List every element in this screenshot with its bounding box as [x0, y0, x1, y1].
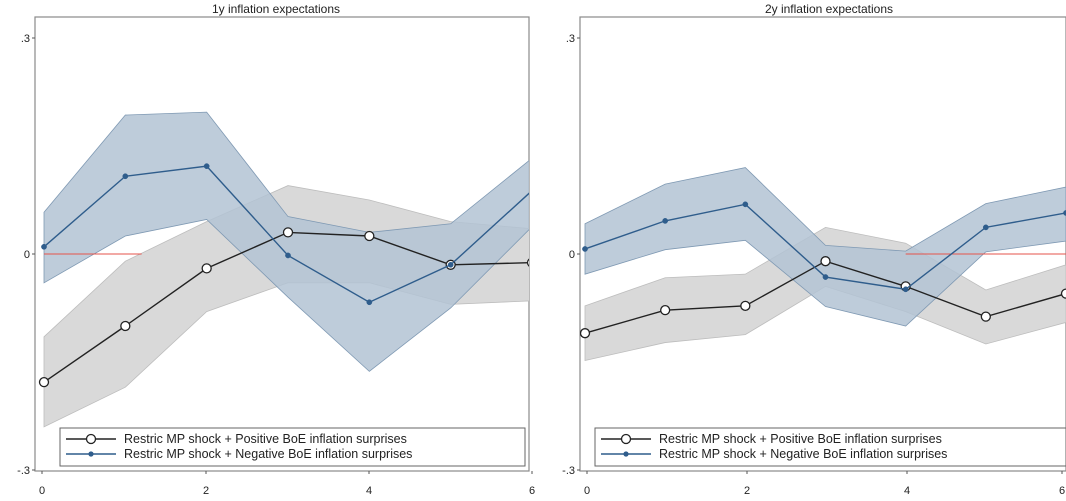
x-tick-label: 2	[744, 485, 750, 497]
plot-area	[38, 111, 534, 428]
x-tick-label: 4	[904, 485, 910, 497]
data-point-negative	[447, 261, 454, 268]
y-tick-label: -.3	[17, 465, 30, 477]
data-point-positive	[980, 311, 991, 322]
data-point-positive	[38, 377, 50, 388]
legend-marker-negative	[88, 451, 94, 457]
legend-label: Restric MP shock + Positive BoE inflatio…	[124, 432, 407, 446]
y-tick-label: -.3	[562, 465, 575, 477]
legend-label: Restric MP shock + Negative BoE inflatio…	[124, 447, 412, 461]
data-point-positive	[580, 328, 591, 339]
plot-area	[580, 167, 1066, 362]
data-point-negative	[41, 243, 47, 250]
legend-label: Restric MP shock + Positive BoE inflatio…	[659, 432, 942, 446]
data-point-positive	[364, 230, 375, 242]
data-point-positive	[120, 320, 131, 332]
y-tick-label: 0	[569, 249, 575, 261]
data-point-positive	[740, 300, 751, 311]
data-point-positive	[526, 258, 529, 267]
legend-marker-negative	[623, 451, 629, 457]
data-point-negative	[982, 224, 989, 231]
x-tick-label: 4	[366, 485, 372, 497]
x-tick-label: 0	[39, 485, 45, 497]
x-tick-label: 6	[529, 485, 535, 497]
y-tick-label: .3	[566, 33, 575, 45]
legend-box	[594, 427, 1066, 467]
data-point-negative	[742, 201, 749, 208]
data-point-positive	[1060, 288, 1066, 299]
data-point-negative	[529, 188, 534, 193]
data-point-positive	[660, 305, 671, 316]
chart-panel-2: 2y inflation expectations .3 0 -.3 0 2 4 6 Restr…	[562, 2, 1066, 497]
data-point-negative	[822, 274, 829, 280]
legend-box	[59, 427, 526, 467]
legend-marker-positive	[85, 433, 97, 445]
data-point-negative	[902, 286, 909, 293]
legend-marker-positive	[620, 433, 632, 445]
data-point-negative	[662, 218, 669, 224]
data-point-negative	[582, 246, 588, 252]
legend: Restric MP shock + Positive BoE inflatio…	[594, 427, 1066, 467]
y-tick-label: .3	[21, 33, 30, 45]
data-point-negative	[285, 252, 291, 259]
confidence-band-negative	[43, 111, 529, 372]
x-tick-label: 0	[584, 485, 590, 497]
y-tick-label: 0	[24, 249, 30, 261]
data-point-negative	[1063, 210, 1066, 216]
chart-panel-1: 1y inflation expectations .3 0 -.3 0 2 4 6 Restr…	[17, 2, 535, 497]
data-point-negative	[366, 299, 373, 306]
data-point-positive	[820, 256, 831, 267]
data-point-positive	[282, 227, 294, 238]
confidence-band-negative	[584, 167, 1066, 327]
data-point-negative	[203, 163, 210, 170]
chart-title: 1y inflation expectations	[212, 2, 340, 16]
data-point-positive	[201, 263, 212, 274]
legend: Restric MP shock + Positive BoE inflatio…	[59, 427, 526, 467]
legend-label: Restric MP shock + Negative BoE inflatio…	[659, 447, 947, 461]
x-tick-label: 2	[203, 485, 209, 497]
x-tick-label: 6	[1059, 485, 1065, 497]
chart-title: 2y inflation expectations	[765, 2, 893, 16]
data-point-negative	[122, 173, 129, 180]
